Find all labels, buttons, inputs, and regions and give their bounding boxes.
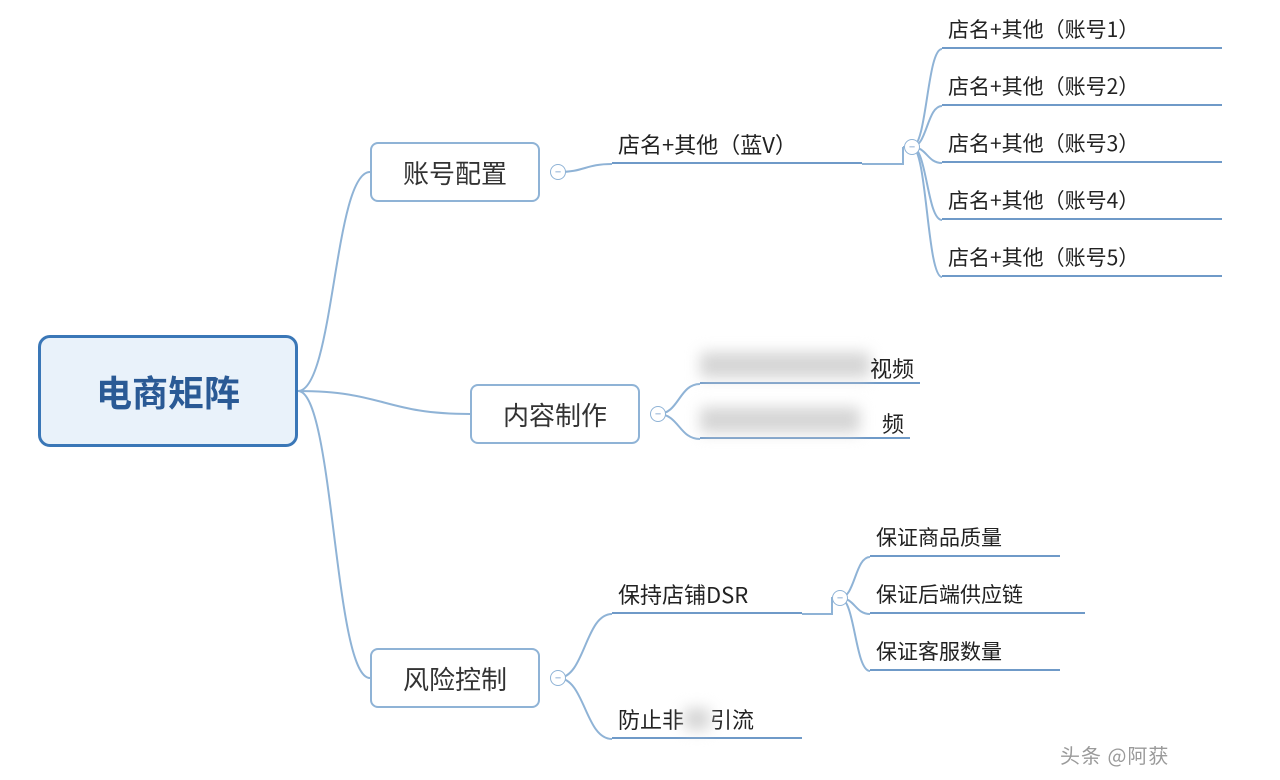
branch-content[interactable]: 内容制作 xyxy=(470,384,640,444)
collapse-icon[interactable]: − xyxy=(550,164,566,180)
collapse-icon[interactable]: − xyxy=(650,406,666,422)
leaf-content-2[interactable]: 频 xyxy=(700,405,910,439)
leaf-quality[interactable]: 保证商品质量 xyxy=(870,523,1060,557)
leaf-account-2[interactable]: 店名+其他（账号2） xyxy=(942,72,1222,106)
leaf-service[interactable]: 保证客服数量 xyxy=(870,637,1060,671)
collapse-icon[interactable]: − xyxy=(550,670,566,686)
leaf-prevent-drain[interactable]: 防止非引流 xyxy=(612,705,802,739)
leaf-account-3[interactable]: 店名+其他（账号3） xyxy=(942,129,1222,163)
leaf-accounts-bluev[interactable]: 店名+其他（蓝V） xyxy=(612,130,862,164)
leaf-account-4[interactable]: 店名+其他（账号4） xyxy=(942,186,1222,220)
root-node[interactable]: 电商矩阵 xyxy=(38,335,298,447)
watermark-text: 头条 @阿获 xyxy=(1060,740,1169,769)
collapse-icon[interactable]: − xyxy=(904,139,920,155)
branch-risk[interactable]: 风险控制 xyxy=(370,648,540,708)
leaf-supply[interactable]: 保证后端供应链 xyxy=(870,580,1085,614)
leaf-account-5[interactable]: 店名+其他（账号5） xyxy=(942,243,1222,277)
branch-accounts[interactable]: 账号配置 xyxy=(370,142,540,202)
mindmap-canvas: 电商矩阵 账号配置 店名+其他（蓝V） 店名+其他（账号1） 店名+其他（账号2… xyxy=(0,0,1280,780)
collapse-icon[interactable]: − xyxy=(832,590,848,606)
leaf-account-1[interactable]: 店名+其他（账号1） xyxy=(942,15,1222,49)
leaf-content-1[interactable]: 视频 xyxy=(700,350,920,384)
leaf-keep-dsr[interactable]: 保持店铺DSR xyxy=(612,580,802,614)
